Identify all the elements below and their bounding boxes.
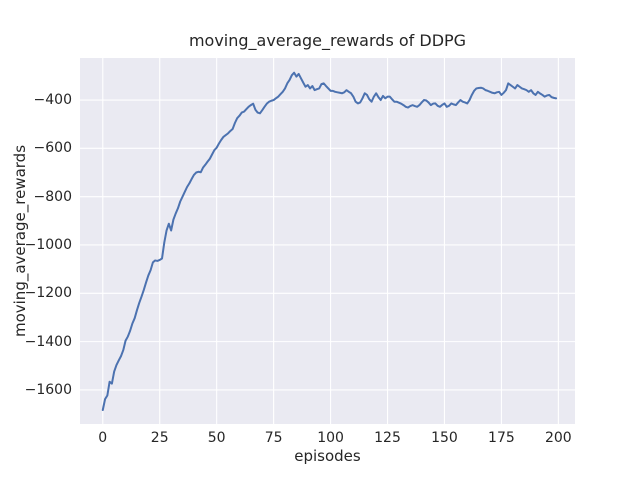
y-tick-label: −600 bbox=[33, 140, 72, 157]
y-tick-label: −400 bbox=[33, 92, 72, 109]
y-tick-label: −800 bbox=[33, 188, 72, 205]
y-tick-label: −1400 bbox=[24, 333, 72, 350]
chart-title: moving_average_rewards of DDPG bbox=[188, 31, 467, 50]
x-tick-label: 50 bbox=[207, 430, 226, 446]
x-tick-label: 150 bbox=[431, 430, 458, 446]
x-tick-label: 175 bbox=[488, 430, 515, 446]
y-tick-label: −1600 bbox=[24, 381, 72, 398]
x-tick-label: 0 bbox=[98, 430, 108, 446]
x-tick-label: 125 bbox=[374, 430, 401, 446]
x-tick-label: 100 bbox=[317, 430, 344, 446]
y-tick-label: −1200 bbox=[24, 285, 72, 302]
x-tick-label: 200 bbox=[544, 430, 572, 446]
axes-background bbox=[80, 58, 575, 424]
x-tick-label: 25 bbox=[150, 430, 169, 446]
reward-line bbox=[101, 71, 558, 411]
y-tick-label: −1000 bbox=[24, 236, 72, 253]
x-axis-label: episodes bbox=[294, 447, 361, 465]
x-tick-label: 75 bbox=[264, 430, 283, 446]
